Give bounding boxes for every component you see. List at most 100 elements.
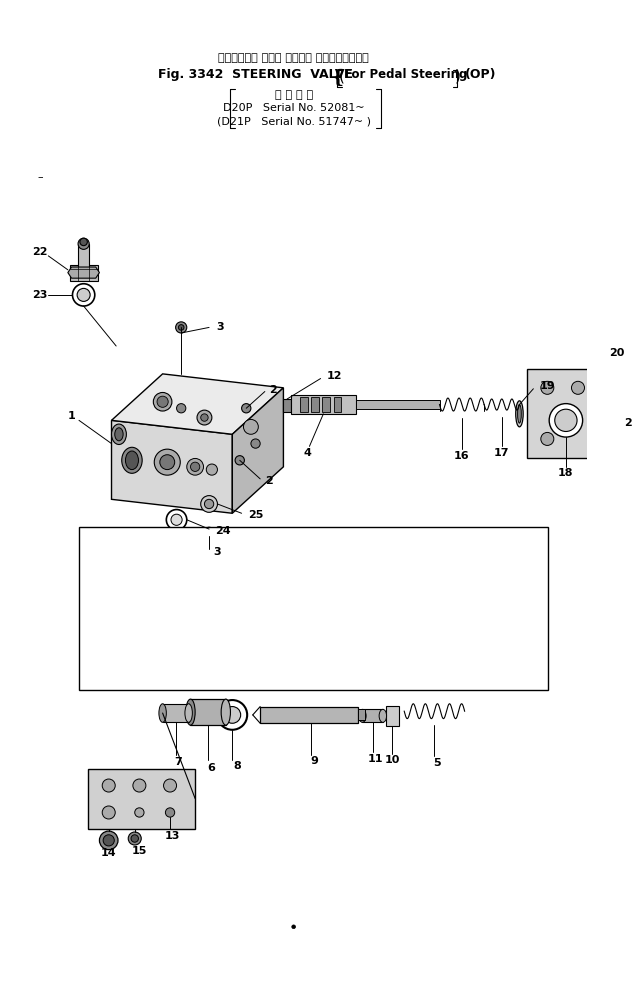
Circle shape (541, 433, 554, 445)
Bar (312, 397, 319, 412)
Circle shape (102, 779, 115, 792)
Text: 21: 21 (624, 418, 632, 428)
Circle shape (201, 495, 217, 512)
Circle shape (190, 462, 200, 472)
Ellipse shape (186, 699, 195, 725)
Bar (79, 527, 548, 690)
Text: –: – (37, 173, 43, 182)
Text: 20: 20 (609, 347, 624, 357)
Circle shape (131, 835, 138, 843)
Polygon shape (88, 769, 195, 829)
Circle shape (197, 410, 212, 425)
Bar (358, 709, 365, 720)
Circle shape (609, 372, 626, 388)
Text: 12: 12 (327, 371, 343, 381)
Text: 17: 17 (494, 448, 509, 458)
Text: 3: 3 (217, 323, 224, 333)
Circle shape (224, 706, 241, 723)
Circle shape (571, 382, 585, 394)
Circle shape (176, 322, 187, 333)
Circle shape (178, 325, 184, 331)
Bar (362, 709, 383, 722)
Polygon shape (68, 267, 99, 279)
Bar (291, 395, 356, 414)
Circle shape (201, 414, 208, 421)
Polygon shape (111, 420, 233, 513)
Polygon shape (111, 374, 283, 435)
Polygon shape (70, 265, 97, 281)
Bar (356, 400, 439, 409)
Ellipse shape (159, 703, 166, 722)
Circle shape (154, 449, 180, 475)
Bar (283, 399, 291, 412)
Text: ❴: ❴ (329, 68, 346, 87)
Circle shape (154, 392, 172, 411)
Text: 24: 24 (216, 526, 231, 536)
Circle shape (164, 779, 176, 792)
Ellipse shape (516, 401, 523, 427)
Text: 19: 19 (540, 381, 556, 391)
Text: 14: 14 (101, 849, 116, 858)
Circle shape (157, 396, 168, 407)
Text: 16: 16 (454, 450, 470, 461)
Text: 9: 9 (310, 756, 318, 766)
Circle shape (160, 455, 174, 470)
Text: 25: 25 (248, 510, 264, 520)
Ellipse shape (111, 424, 126, 444)
Circle shape (176, 403, 186, 413)
Circle shape (77, 288, 90, 301)
Text: 適 用 号 機: 適 用 号 機 (274, 90, 313, 100)
Circle shape (251, 439, 260, 448)
Bar (300, 397, 308, 412)
Ellipse shape (122, 447, 142, 473)
Text: ステアリング バルブ （ペダル ステアリング用）: ステアリング バルブ （ペダル ステアリング用） (218, 53, 369, 64)
Text: (OP): (OP) (465, 68, 496, 81)
Circle shape (102, 806, 115, 819)
Circle shape (80, 238, 87, 245)
Circle shape (128, 832, 141, 845)
Ellipse shape (221, 699, 231, 725)
Circle shape (204, 527, 214, 537)
Text: 2: 2 (265, 476, 272, 486)
Text: 5: 5 (433, 758, 441, 768)
Ellipse shape (125, 451, 138, 470)
Text: 3: 3 (214, 547, 221, 557)
Text: (: ( (339, 68, 345, 83)
Text: 1: 1 (68, 411, 75, 421)
Text: (D21P   Serial No. 51747~ ): (D21P Serial No. 51747~ ) (217, 117, 370, 127)
Circle shape (166, 807, 174, 817)
Bar (334, 397, 341, 412)
Circle shape (78, 238, 89, 249)
Ellipse shape (185, 703, 192, 722)
Circle shape (73, 284, 95, 306)
Text: ): ) (455, 68, 461, 83)
Circle shape (187, 458, 204, 475)
Circle shape (555, 409, 577, 432)
Circle shape (171, 514, 182, 526)
Text: 10: 10 (384, 755, 400, 765)
Polygon shape (233, 387, 283, 513)
Circle shape (612, 376, 622, 385)
Text: 15: 15 (131, 846, 147, 855)
Text: 22: 22 (32, 247, 47, 257)
Text: Fig. 3342  STEERING  VALVE: Fig. 3342 STEERING VALVE (158, 68, 353, 81)
Circle shape (549, 403, 583, 438)
Circle shape (133, 779, 146, 792)
Polygon shape (527, 369, 606, 457)
Bar (322, 397, 330, 412)
Bar (260, 706, 358, 723)
Text: D20P   Serial No. 52081~: D20P Serial No. 52081~ (223, 103, 365, 114)
Text: 13: 13 (164, 831, 179, 841)
Text: For Pedal Steering: For Pedal Steering (344, 68, 467, 81)
Text: 6: 6 (207, 763, 215, 773)
Circle shape (135, 807, 144, 817)
Ellipse shape (379, 709, 387, 722)
Circle shape (103, 835, 114, 846)
Bar (386, 705, 399, 726)
Circle shape (292, 925, 296, 929)
Polygon shape (78, 244, 89, 269)
Circle shape (217, 700, 247, 730)
Text: 4: 4 (303, 448, 312, 458)
Circle shape (204, 499, 214, 508)
Text: 8: 8 (233, 761, 241, 771)
